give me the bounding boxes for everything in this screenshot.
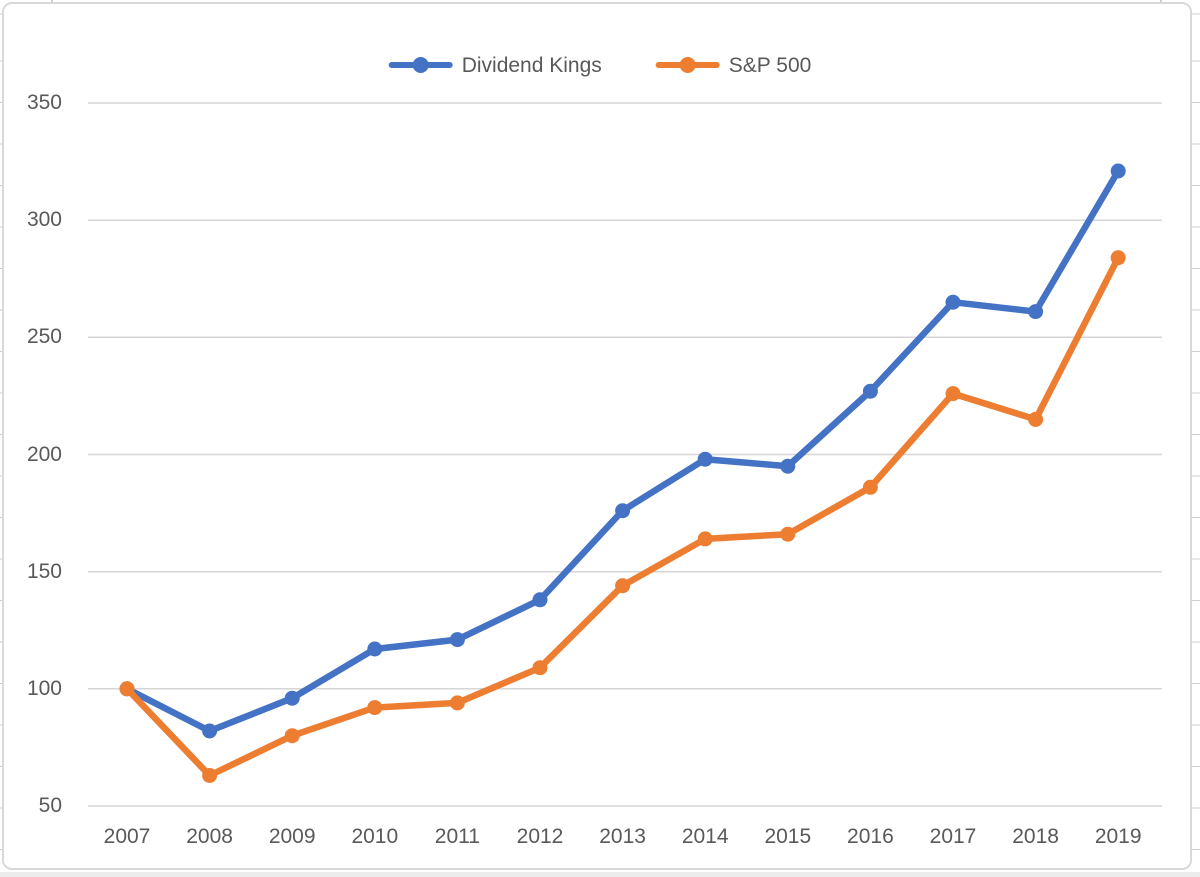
x-axis-tick-label: 2014 [681,825,729,848]
legend-item-sp500[interactable]: S&P 500 [655,54,812,77]
sheet-bottom-strip [0,872,1200,877]
y-axis-tick-label: 50 [38,794,62,817]
x-axis-tick-label: 2007 [103,825,151,848]
y-axis-tick-label: 100 [26,676,62,700]
legend-item-dividend-kings[interactable]: Dividend Kings [388,54,602,77]
y-axis-tick-label: 350 [26,91,62,114]
line-marker-swatch-icon [655,57,720,73]
x-axis-tick-label: 2012 [516,825,564,848]
x-axis-tick-label: 2011 [434,825,480,848]
x-axis-tick-label: 2015 [764,825,812,848]
y-axis-tick-label: 300 [26,208,62,232]
y-axis-tick-label: 150 [26,559,62,583]
x-axis-tick-label: 2019 [1094,825,1142,848]
chart-legend: Dividend Kings S&P 500 [388,54,812,77]
x-axis-tick-label: 2017 [929,825,977,848]
x-axis-tick-label: 2013 [599,825,646,848]
line-marker-swatch-icon [388,57,453,73]
x-axis-tick-label: 2010 [351,825,399,848]
x-axis-tick-label: 2009 [268,825,316,848]
x-axis-tick-label: 2008 [186,825,233,848]
x-axis-tick-label: 2018 [1012,825,1059,848]
legend-label-sp500: S&P 500 [728,54,812,77]
x-axis-tick-label: 2016 [847,825,894,848]
legend-label-dividend-kings: Dividend Kings [461,54,602,77]
y-axis-tick-label: 250 [26,325,62,349]
y-axis-tick-label: 200 [26,442,62,466]
